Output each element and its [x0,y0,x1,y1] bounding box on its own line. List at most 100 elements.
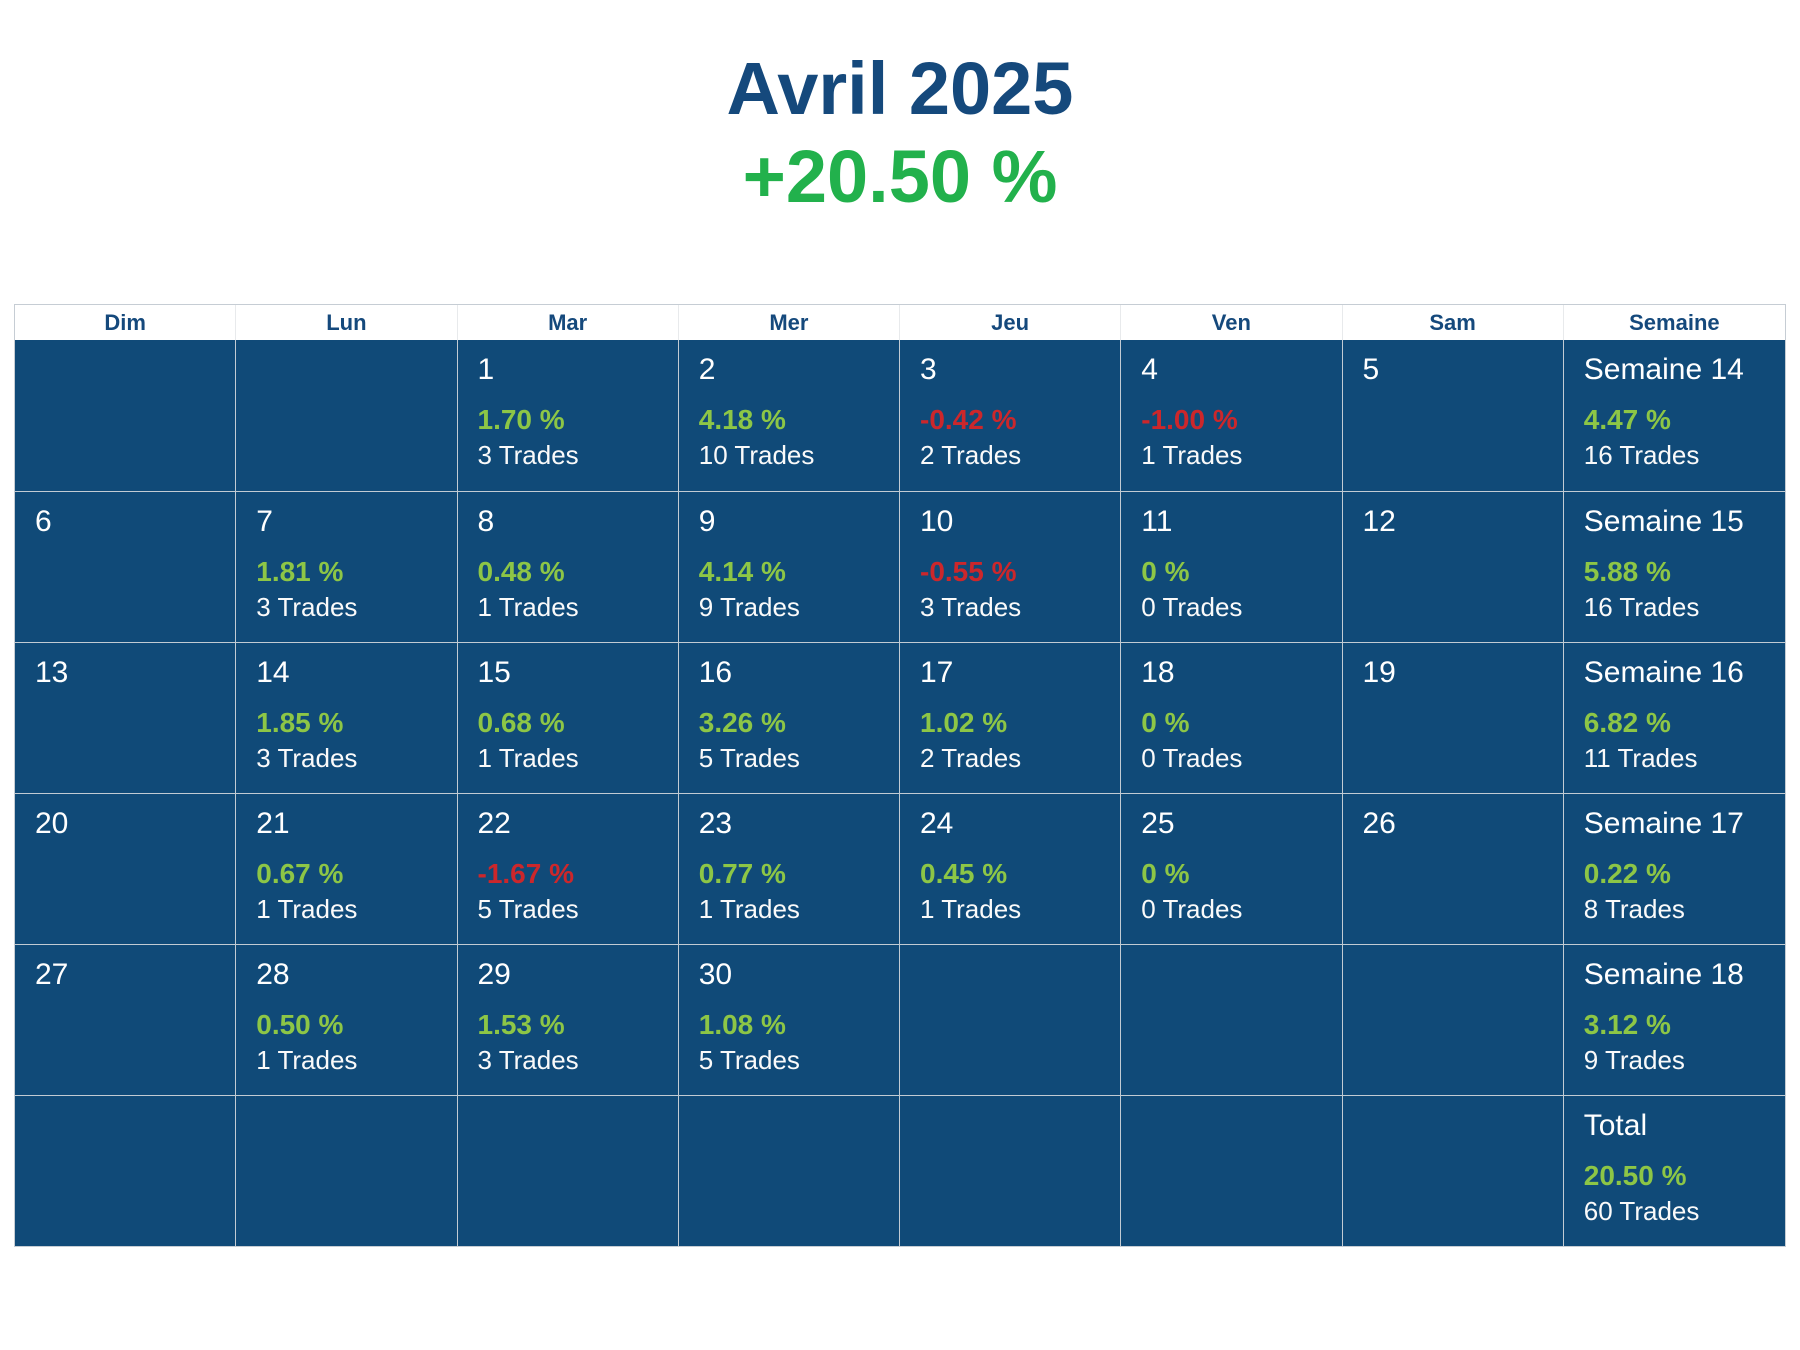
day-cell [1342,944,1564,1095]
percent-return: 0 % [1141,858,1190,889]
percent-return: 6.82 % [1583,707,1671,738]
day-cell: 25 0 % 0 Trades [1121,793,1343,944]
day-number: 1 [477,353,495,386]
day-number: 24 [920,807,954,840]
percent-return: 1.02 % [920,707,1008,738]
percent-return: 1.53 % [477,1009,565,1040]
trade-count: 11 Trades [1583,743,1698,773]
day-number: 20 [35,807,69,840]
day-cell [900,1095,1122,1246]
page-title: Avril 2025 [726,47,1074,130]
trade-count: 3 Trades [477,440,579,470]
day-number [920,957,1112,993]
calendar-week-row: 1 1.70 % 3 Trades 2 4.18 % 10 Trades 3 -0.42 % 2… [15,340,1785,491]
day-number: 22 [477,807,511,840]
day-number: 9 [698,505,716,538]
day-cell [236,340,458,491]
weekday-header-dim: Dim [15,305,237,340]
week-summary-cell: Semaine 17 0.22 % 8 Trades [1563,793,1785,944]
day-number: 16 [698,656,733,689]
calendar-week-row: Total 20.50 % 60 Trades [15,1095,1785,1246]
day-cell: 13 [15,642,237,793]
trade-count: 0 Trades [1141,894,1243,924]
day-cell [457,1095,679,1246]
day-cell: 8 0.48 % 1 Trades [457,491,679,642]
day-number [1363,957,1555,993]
week-label: Semaine 17 [1583,807,1744,840]
percent-return: 1.81 % [256,556,344,587]
day-number: 28 [256,958,290,991]
day-number: 3 [920,353,937,386]
trade-count: 16 Trades [1583,592,1700,622]
trade-count: 3 Trades [477,1045,579,1075]
day-cell: 27 [15,944,237,1095]
trade-count: 1 Trades [477,592,579,622]
trade-count: 3 Trades [256,592,358,622]
trade-count: 60 Trades [1583,1196,1700,1226]
trade-count: 9 Trades [698,592,800,622]
day-number: 26 [1362,807,1396,840]
trade-count: 0 Trades [1141,743,1243,773]
weekday-header-ven: Ven [1121,305,1343,340]
day-cell: 22 -1.67 % 5 Trades [457,793,679,944]
day-number: 17 [920,656,954,689]
day-number [35,352,227,388]
day-cell: 16 3.26 % 5 Trades [678,642,900,793]
day-cell: 26 [1342,793,1564,944]
calendar-week-row: 13 14 1.85 % 3 Trades 15 0.68 % 1 Trades 16 3.26… [15,642,1785,793]
percent-return: -0.42 % [920,404,1017,435]
day-number: 29 [477,958,511,991]
day-cell [15,340,237,491]
percent-return: 0 % [1141,556,1190,587]
percent-return: 0.67 % [256,858,344,889]
day-cell [678,1095,900,1246]
percent-return: 20.50 % [1583,1160,1687,1191]
day-cell: 6 [15,491,237,642]
day-number: 15 [477,656,511,689]
title-block: Avril 2025 +20.50 % [0,52,1800,214]
trade-count: 2 Trades [920,743,1022,773]
trade-count: 1 Trades [256,894,358,924]
percent-return: 1.70 % [477,404,565,435]
day-cell: 11 0 % 0 Trades [1121,491,1343,642]
day-cell: 14 1.85 % 3 Trades [236,642,458,793]
day-cell: 1 1.70 % 3 Trades [457,340,679,491]
day-cell: 21 0.67 % 1 Trades [236,793,458,944]
day-number: 30 [698,958,733,991]
week-summary-cell: Semaine 15 5.88 % 16 Trades [1563,491,1785,642]
percent-return: -1.00 % [1141,404,1238,435]
day-cell [1121,1095,1343,1246]
trade-count: 1 Trades [256,1045,358,1075]
day-cell: 30 1.08 % 5 Trades [678,944,900,1095]
day-cell: 20 [15,793,237,944]
week-label: Semaine 15 [1583,505,1744,538]
weekday-header-mar: Mar [458,305,679,340]
day-cell: 29 1.53 % 3 Trades [457,944,679,1095]
day-number: 7 [256,505,273,538]
day-number [1363,1108,1555,1144]
week-summary-cell: Total 20.50 % 60 Trades [1563,1095,1785,1246]
trade-count: 5 Trades [698,743,800,773]
trade-count: 10 Trades [698,440,815,470]
trade-count: 0 Trades [1141,592,1243,622]
weekday-header-jeu: Jeu [900,305,1122,340]
day-number: 5 [1362,353,1380,386]
day-cell [1342,1095,1564,1246]
trade-count: 1 Trades [698,894,800,924]
day-number: 8 [477,505,495,538]
percent-return: -1.67 % [477,858,575,889]
monthly-return: +20.50 % [742,135,1058,218]
trading-calendar: Dim Lun Mar Mer Jeu Ven Sam Semaine 1 1.70 % 3 Tr… [14,304,1786,1247]
day-cell [900,944,1122,1095]
week-label: Semaine 18 [1583,958,1744,991]
weekday-header-sam: Sam [1343,305,1564,340]
day-number: 21 [256,807,290,840]
day-cell: 18 0 % 0 Trades [1121,642,1343,793]
percent-return: 0.77 % [698,858,786,889]
calendar-week-row: 20 21 0.67 % 1 Trades 22 -1.67 % 5 Trades 23 0.7… [15,793,1785,944]
trade-count: 16 Trades [1583,440,1700,470]
day-number: 18 [1141,656,1175,689]
day-number [35,1108,227,1144]
calendar-week-row: 27 28 0.50 % 1 Trades 29 1.53 % 3 Trades 30 1.08… [15,944,1785,1095]
trade-count: 3 Trades [256,743,358,773]
